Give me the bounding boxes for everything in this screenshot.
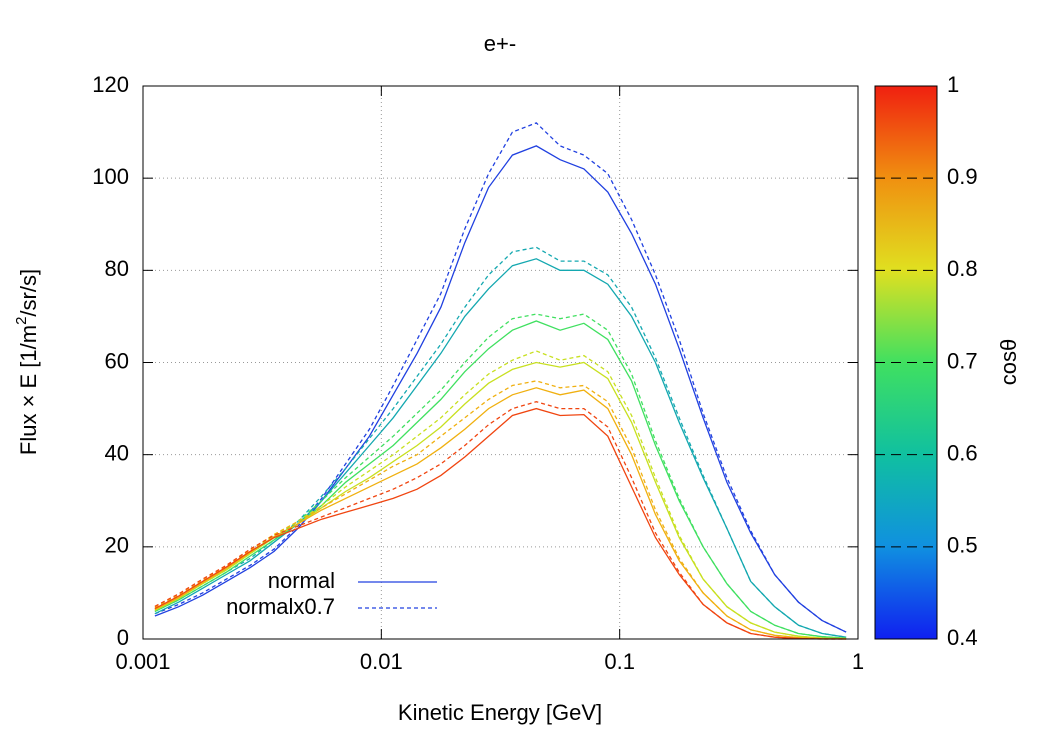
colorbar-label: cosθ	[996, 339, 1021, 385]
colorbar-tick-label: 0.8	[947, 256, 978, 281]
colorbar-tick-label: 0.7	[947, 348, 978, 373]
series-line	[154, 122, 847, 633]
series-line	[154, 313, 847, 639]
colorbar-tick-label: 1	[947, 72, 959, 97]
y-tick-label: 40	[105, 440, 129, 465]
y-tick-label: 120	[92, 72, 129, 97]
y-label-part: /sr/s]	[16, 269, 41, 317]
colorbar-tick-label: 0.5	[947, 533, 978, 558]
legend-label: normalx0.7	[226, 594, 335, 619]
chart-title: e+-	[484, 31, 516, 56]
y-axis-label: Flux × E [1/m2/sr/s]	[13, 269, 41, 455]
y-label-sup: 2	[13, 317, 30, 325]
y-tick-label: 100	[92, 164, 129, 189]
x-tick-label: 0.001	[115, 649, 170, 674]
y-tick-label: 80	[105, 256, 129, 281]
series-line	[154, 246, 847, 638]
series-line	[154, 145, 847, 633]
series-line	[154, 320, 847, 639]
plot-frame	[142, 85, 859, 640]
colorbar-tick-label: 0.4	[947, 625, 978, 650]
x-tick-label: 0.01	[360, 649, 403, 674]
y-tick-label: 60	[105, 348, 129, 373]
legend-label: normal	[268, 568, 335, 593]
colorbar-tick-label: 0.9	[947, 164, 978, 189]
y-tick-label: 0	[117, 625, 129, 650]
x-axis-label: Kinetic Energy [GeV]	[398, 700, 602, 725]
series-line	[154, 401, 847, 640]
x-tick-label: 0.1	[604, 649, 635, 674]
y-tick-label: 20	[105, 533, 129, 558]
y-label-part: Flux × E [1/m	[16, 325, 41, 455]
x-tick-label: 1	[852, 649, 864, 674]
series-line	[154, 258, 847, 638]
colorbar-tick-label: 0.6	[947, 440, 978, 465]
